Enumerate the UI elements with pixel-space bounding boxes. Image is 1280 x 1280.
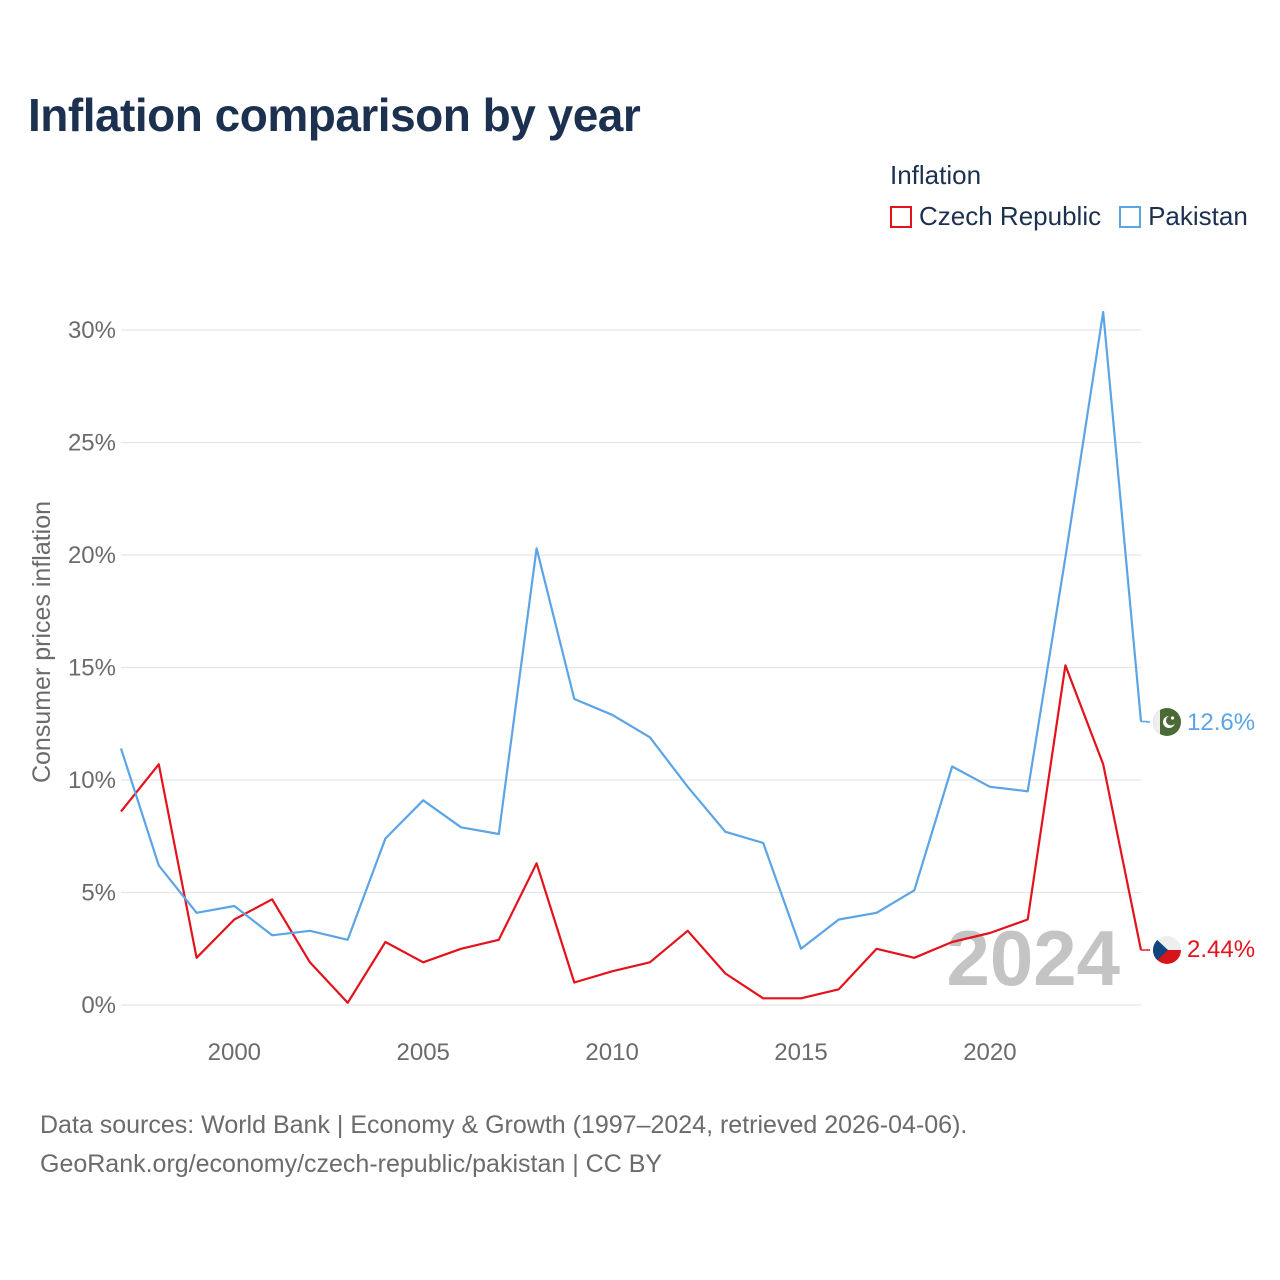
legend-title: Inflation: [890, 160, 982, 190]
czech-republic-flag-icon: [1153, 936, 1181, 964]
y-tick-label: 10%: [68, 767, 116, 794]
end-connector-pakistan: [1141, 720, 1150, 723]
y-tick-label: 25%: [68, 430, 116, 457]
x-tick-label: 2010: [585, 1039, 638, 1066]
legend: Inflation Czech Republic Pakistan: [890, 160, 1248, 232]
source-link[interactable]: GeoRank.org/economy/czech-republic/pakis…: [40, 1150, 663, 1178]
y-tick-label: 30%: [68, 317, 116, 344]
legend-label-pakistan: Pakistan: [1148, 201, 1248, 231]
chart-title: Inflation comparison by year: [28, 89, 641, 141]
x-tick-label: 2020: [963, 1039, 1016, 1066]
data-source-note: Data sources: World Bank | Economy & Gro…: [40, 1111, 968, 1139]
x-tick-label: 2015: [774, 1039, 827, 1066]
legend-label-czech-republic: Czech Republic: [919, 201, 1102, 231]
y-tick-label: 20%: [68, 542, 116, 569]
pakistan-flag-icon: [1153, 708, 1181, 736]
y-tick-label: 15%: [68, 655, 116, 682]
legend-swatch-pakistan: [1119, 205, 1142, 228]
y-tick-label: 5%: [81, 880, 116, 907]
end-label-czech-republic: 2.44%: [1187, 936, 1255, 963]
series-line-czech-republic[interactable]: [120, 664, 1143, 1004]
legend-item-pakistan[interactable]: Pakistan: [1119, 201, 1248, 232]
legend-swatch-czech-republic: [890, 205, 912, 228]
footer: Data sources: World Bank | Economy & Gro…: [40, 1106, 967, 1184]
y-axis-title: Consumer prices inflation: [28, 501, 56, 783]
y-tick-label: 0%: [81, 992, 116, 1019]
x-tick-label: 2000: [208, 1039, 261, 1066]
series-line-pakistan[interactable]: [119, 310, 1143, 950]
x-tick-label: 2005: [397, 1039, 450, 1066]
year-watermark: 2024: [946, 914, 1120, 1002]
end-label-pakistan: 12.6%: [1187, 709, 1255, 736]
legend-item-czech-republic[interactable]: Czech Republic: [890, 201, 1101, 232]
